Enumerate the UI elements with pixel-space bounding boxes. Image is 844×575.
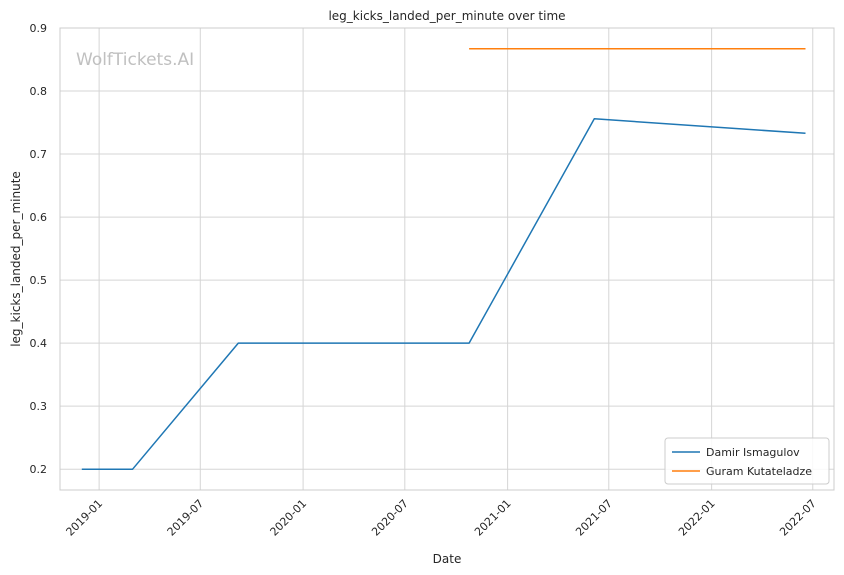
x-tick-label: 2021-01 xyxy=(472,497,514,539)
x-tick-label: 2019-01 xyxy=(64,497,106,539)
y-tick-label: 0.6 xyxy=(30,211,48,224)
x-axis-label: Date xyxy=(433,552,462,566)
chart-title: leg_kicks_landed_per_minute over time xyxy=(328,9,565,23)
y-tick-label: 0.8 xyxy=(30,85,48,98)
x-axis-ticks: 2019-01 2019-07 2020-01 2020-07 2021-01 2021-… xyxy=(64,497,819,539)
y-axis-label: leg_kicks_landed_per_minute xyxy=(9,171,23,347)
series-lines xyxy=(81,48,806,470)
x-tick-label: 2020-01 xyxy=(268,497,310,539)
y-tick-label: 0.5 xyxy=(30,274,48,287)
plot-area xyxy=(60,28,834,490)
y-axis-ticks: 0.2 0.3 0.4 0.5 0.6 0.7 0.8 0.9 xyxy=(30,22,48,476)
y-tick-label: 0.7 xyxy=(30,148,48,161)
x-tick-label: 2022-01 xyxy=(676,497,718,539)
legend: Damir Ismagulov Guram Kutateladze xyxy=(664,437,830,485)
x-tick-label: 2019-07 xyxy=(165,497,207,539)
series-line-0 xyxy=(81,118,806,470)
y-tick-label: 0.3 xyxy=(30,400,48,413)
grid-lines xyxy=(60,27,834,490)
x-tick-label: 2020-07 xyxy=(369,497,411,539)
y-tick-label: 0.4 xyxy=(30,337,48,350)
y-tick-label: 0.9 xyxy=(30,22,48,35)
plot-border xyxy=(59,27,835,491)
legend-box xyxy=(664,437,830,485)
y-tick-label: 0.2 xyxy=(30,463,48,476)
x-tick-label: 2021-07 xyxy=(573,497,615,539)
legend-label-guram: Guram Kutateladze xyxy=(706,465,812,478)
x-tick-label: 2022-07 xyxy=(777,497,819,539)
watermark: WolfTickets.AI xyxy=(76,50,194,70)
legend-label-damir: Damir Ismagulov xyxy=(706,446,800,459)
